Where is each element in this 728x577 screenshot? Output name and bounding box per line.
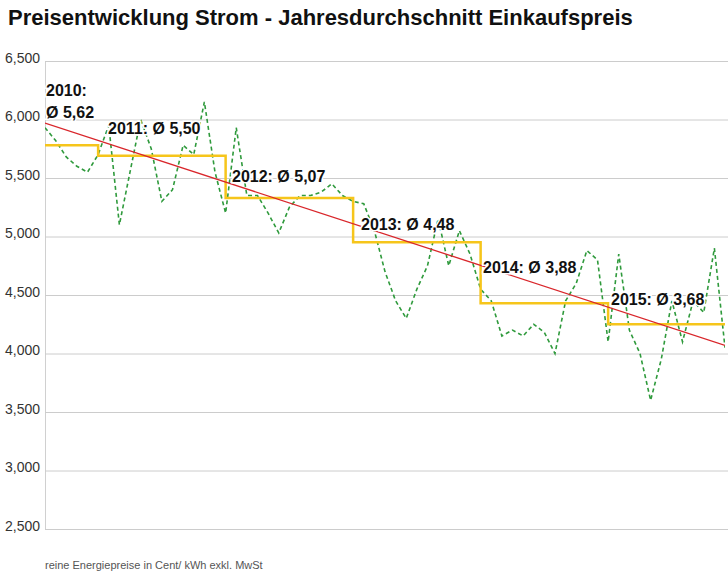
y-tick-label: 3,500 (5, 401, 40, 417)
x-axis-line (46, 529, 726, 530)
y-tick: 2,500 (5, 518, 728, 534)
annotation: 2015: Ø 3,68 (611, 291, 705, 308)
y-tick-label: 3,000 (5, 459, 40, 475)
grid-line (45, 61, 728, 62)
y-tick-label: 6,500 (5, 50, 40, 66)
x-axis (46, 529, 726, 530)
y-axis: 2,500 3,000 3,500 4,000 4,500 5,000 5,500 6,000… (5, 50, 728, 534)
y-tick-label: 6,000 (5, 108, 40, 124)
grid-line (45, 471, 728, 472)
y-tick: 4,000 (5, 342, 728, 358)
grid-line (45, 237, 728, 238)
annotation: 2012: Ø 5,07 (232, 168, 326, 185)
annotation: 2010:Ø 5,62 (46, 82, 94, 121)
grid-line (45, 178, 728, 179)
y-tick: 3,500 (5, 401, 728, 417)
annotation: 2013: Ø 4,48 (361, 216, 455, 233)
grid-line (45, 354, 728, 355)
annotation: 2011: Ø 5,50 (108, 120, 201, 137)
grid-line (45, 529, 728, 530)
y-tick-label: 4,500 (5, 284, 40, 300)
y-tick-label: 5,000 (5, 225, 40, 241)
footnote: reine Energiepreise in Cent/ kWh exkl. M… (45, 559, 263, 571)
title: Preisentwicklung Strom - Jahresdurchschn… (8, 5, 633, 30)
y-tick-label: 2,500 (5, 518, 40, 534)
y-axis-line (46, 62, 728, 530)
grid-line (45, 412, 728, 413)
series-line (45, 123, 725, 345)
y-tick: 6,500 (5, 50, 728, 66)
y-tick-label: 5,500 (5, 167, 40, 183)
series-line (45, 102, 725, 400)
y-tick: 3,000 (5, 459, 728, 475)
y-tick-label: 4,000 (5, 342, 40, 358)
chart: 2,500 3,000 3,500 4,000 4,500 5,000 5,500 6,000… (0, 0, 728, 577)
annotation: 2014: Ø 3,88 (483, 259, 577, 276)
plot-area (45, 102, 725, 400)
